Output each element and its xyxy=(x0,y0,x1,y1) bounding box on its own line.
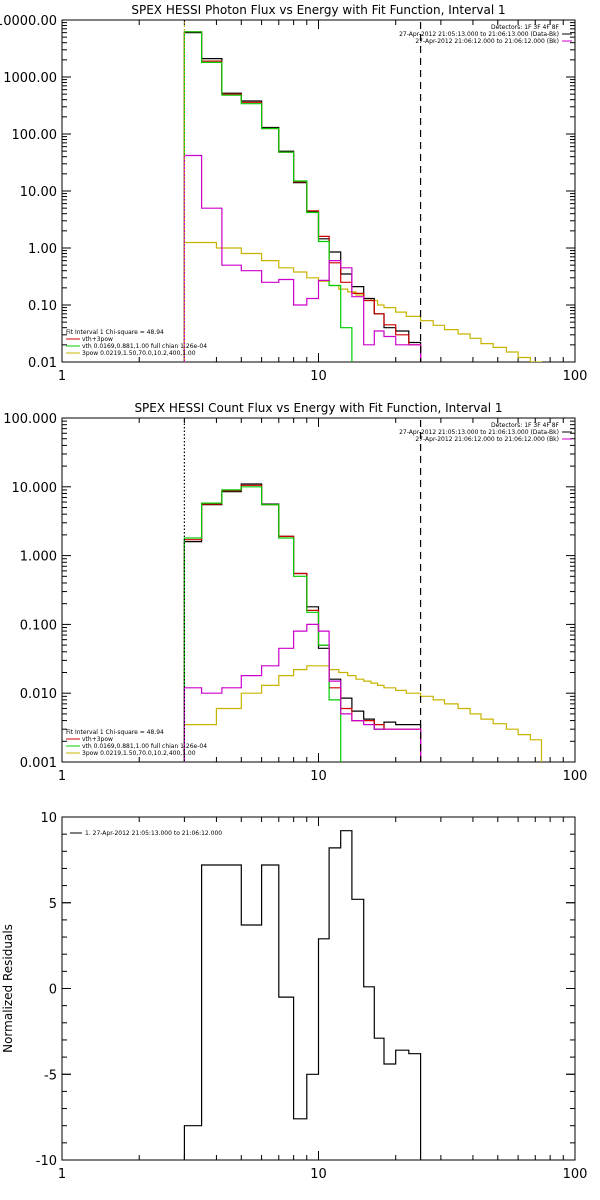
y-tick-label: 1.00 xyxy=(28,242,57,257)
legend-entry: 3pow 0.0219,1.50,70.0,10.2,400,1.00 xyxy=(82,750,196,757)
info-line: Detectors: 1F 3F 4F 8F xyxy=(491,24,560,31)
series-line xyxy=(183,31,422,362)
y-tick-label: 100.00 xyxy=(12,128,58,143)
x-tick-label: 10 xyxy=(310,369,327,384)
x-tick-label: 1 xyxy=(58,1167,66,1182)
x-tick-label: 100 xyxy=(563,769,588,784)
legend-entry: vth+3pow xyxy=(82,336,113,343)
x-tick-label: 1 xyxy=(58,769,66,784)
legend-entry: vth 0.0169,0.881,1.00 full chian 1.26e-0… xyxy=(82,343,207,350)
legend-entry: 3pow 0.0219,1.50,70.0,10.2,400,1.00 xyxy=(82,350,196,357)
x-tick-label: 1 xyxy=(58,369,66,384)
plot-frame xyxy=(61,19,576,363)
x-tick-label: 100 xyxy=(563,1167,588,1182)
y-axis-label: Normalized Residuals xyxy=(1,924,15,1053)
series-line xyxy=(183,486,342,762)
photon-flux-panel: SPEX HESSI Photon Flux vs Energy with Fi… xyxy=(0,3,588,384)
info-line: 27-Apr-2012 21:05:13.000 to 21:06:13.000… xyxy=(399,429,559,436)
series-group xyxy=(183,31,543,362)
y-tick-label: 10.00 xyxy=(20,185,57,200)
series-line xyxy=(183,32,422,362)
x-axis: 1 10 100 xyxy=(58,418,588,784)
info-line: 27-Apr-2012 21:06:12.000 to 21:06:12.000… xyxy=(415,38,559,45)
y-tick-label: 10.000 xyxy=(12,481,58,496)
residuals-panel: 1 10 100 -10 -5 0 5 10 Normalized Residuals 1. 27… xyxy=(1,811,587,1182)
y-axis: 0.001 0.010 0.100 1.000 10.000 100.000 xyxy=(3,412,575,771)
chart-title: SPEX HESSI Photon Flux vs Energy with Fi… xyxy=(131,3,505,17)
y-tick-label: 1.000 xyxy=(20,550,57,565)
y-tick-label: -5 xyxy=(44,1068,57,1083)
x-axis: 1 10 100 xyxy=(58,20,588,384)
y-tick-label: 10000.00 xyxy=(0,14,57,29)
chart-title: SPEX HESSI Count Flux vs Energy with Fit… xyxy=(134,401,502,415)
info-line: Detectors: 1F 3F 4F 8F xyxy=(491,422,560,429)
y-tick-label: 5 xyxy=(49,897,57,912)
series-line xyxy=(183,484,422,762)
legend-entry: vth+3pow xyxy=(82,736,113,743)
info-line: 27-Apr-2012 21:06:12.000 to 21:06:12.000… xyxy=(415,436,559,443)
y-tick-label: 0.10 xyxy=(28,299,57,314)
legend-entry: 1. 27-Apr-2012 21:05:13.000 to 21:06:12.… xyxy=(85,830,222,837)
info-line: 27-Apr-2012 21:05:13.000 to 21:06:13.000… xyxy=(399,31,559,38)
x-axis: 1 10 100 xyxy=(58,817,588,1182)
legend-entry: Fit Interval 1 Chi-square = 48.94 xyxy=(66,329,164,336)
y-tick-label: 100.000 xyxy=(3,412,57,427)
plot-frame xyxy=(61,417,576,763)
y-tick-label: 0 xyxy=(49,983,57,998)
series-line xyxy=(183,830,422,1160)
y-tick-label: 0.01 xyxy=(28,356,57,371)
y-tick-label: 1000.00 xyxy=(3,71,57,86)
y-tick-label: 0.001 xyxy=(20,756,57,771)
series-group xyxy=(183,830,422,1160)
series-line xyxy=(183,241,543,362)
series-group xyxy=(183,483,543,762)
y-tick-label: 10 xyxy=(40,811,57,826)
x-tick-label: 100 xyxy=(563,369,588,384)
series-line xyxy=(183,154,422,362)
y-tick-label: 0.010 xyxy=(20,687,57,702)
legend-entry: vth 0.0169,0.881,1.00 full chian 1.26e-0… xyxy=(82,743,207,750)
y-tick-label: 0.100 xyxy=(20,618,57,633)
series-line xyxy=(183,665,543,762)
series-line xyxy=(183,31,353,362)
series-line xyxy=(183,623,422,762)
y-axis: 0.01 0.10 1.00 10.00 100.00 1000.00 10000.00 xyxy=(0,14,575,371)
y-axis: -10 -5 0 5 10 xyxy=(36,811,575,1169)
y-tick-label: -10 xyxy=(36,1154,57,1169)
count-flux-panel: SPEX HESSI Count Flux vs Energy with Fit… xyxy=(3,401,588,784)
x-tick-label: 10 xyxy=(310,1167,327,1182)
legend-entry: Fit Interval 1 Chi-square = 48.94 xyxy=(66,729,164,736)
series-line xyxy=(183,483,422,762)
x-tick-label: 10 xyxy=(310,769,327,784)
